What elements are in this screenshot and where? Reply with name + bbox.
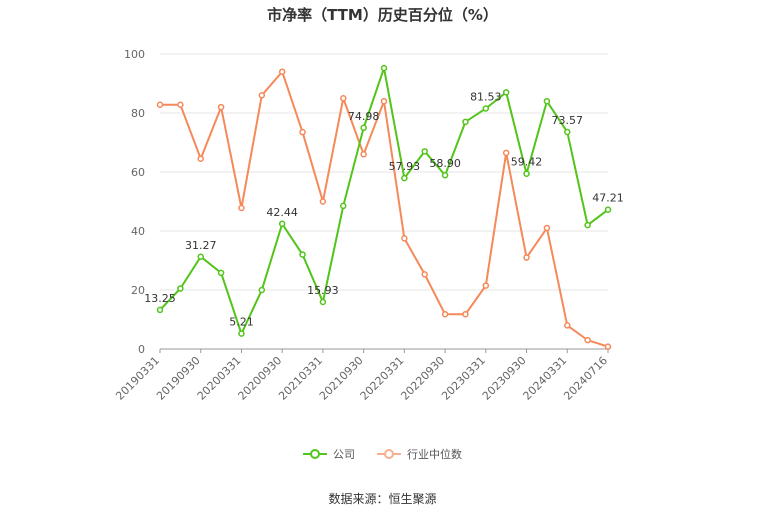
point-company (604, 206, 612, 213)
chart-title: 市净率（TTM）历史百分位（%） (267, 6, 498, 24)
y-tick-label: 80 (131, 107, 145, 120)
data-label: 5.21 (229, 316, 254, 329)
data-label: 73.57 (552, 114, 584, 127)
legend-company-label: 公司 (333, 448, 355, 461)
point-industry (543, 224, 551, 232)
data-label: 57.93 (389, 160, 421, 173)
point-industry (340, 95, 347, 102)
point-industry (360, 151, 367, 158)
point-industry (421, 271, 428, 278)
point-company (156, 306, 164, 314)
point-company (177, 285, 184, 292)
data-label: 31.27 (185, 239, 217, 252)
data-label: 47.21 (592, 192, 624, 205)
point-company (502, 89, 510, 96)
point-industry (380, 97, 388, 105)
y-tick-label: 60 (131, 166, 145, 179)
point-company (278, 220, 286, 228)
data-label: 13.25 (144, 292, 176, 305)
legend-industry-marker (377, 449, 401, 459)
point-company (584, 221, 591, 229)
point-industry (482, 282, 490, 289)
point-company (319, 298, 327, 306)
point-company (299, 251, 306, 258)
point-industry (238, 204, 245, 212)
point-industry (564, 322, 571, 329)
data-label: 81.53 (470, 90, 502, 103)
legend: 公司 行业中位数 (0, 446, 765, 462)
data-label-layer: 13.25 31.27 5.21 42.44 15.93 74.98 57.93 58.90 8… (144, 90, 624, 328)
legend-industry-label: 行业中位数 (407, 448, 462, 461)
data-label: 59.42 (511, 156, 543, 169)
point-company (217, 269, 225, 277)
point-industry (177, 101, 184, 108)
legend-item-company[interactable]: 公司 (303, 446, 355, 462)
y-tick-label: 20 (131, 284, 145, 297)
point-company (258, 286, 266, 294)
point-company (523, 170, 530, 177)
point-company (441, 171, 449, 179)
data-label: 58.90 (429, 157, 461, 170)
y-tick-label: 100 (124, 48, 145, 61)
source-note: 数据来源：恒生聚源 (328, 492, 437, 506)
point-industry (197, 155, 204, 162)
y-tick-label: 40 (131, 225, 145, 238)
point-company (564, 128, 571, 136)
point-company (462, 118, 469, 126)
point-industry (319, 198, 327, 205)
data-label: 42.44 (266, 206, 298, 219)
point-company (197, 253, 204, 261)
x-tick-label: 20240716 (561, 354, 610, 403)
point-industry (502, 149, 510, 157)
point-industry (584, 336, 591, 344)
y-tick-label: 0 (138, 343, 145, 356)
point-company (380, 64, 388, 72)
point-industry (604, 343, 612, 350)
point-industry (462, 310, 469, 318)
axis-layer: 0204060801002019033120190930202003312020… (113, 48, 610, 403)
point-industry (401, 235, 408, 242)
data-label: 15.93 (307, 284, 339, 297)
point-industry (523, 254, 530, 261)
point-company (482, 105, 490, 112)
point-company (238, 330, 245, 337)
point-industry (217, 103, 225, 111)
data-label: 74.98 (348, 110, 380, 123)
point-industry (258, 92, 266, 99)
point-industry (278, 68, 286, 75)
series-layer (156, 64, 612, 350)
point-industry (156, 101, 164, 108)
point-company (360, 124, 367, 132)
point-industry (299, 128, 306, 136)
point-company (543, 97, 551, 105)
legend-item-industry[interactable]: 行业中位数 (377, 446, 462, 462)
point-company (401, 174, 408, 182)
legend-company-marker (303, 449, 327, 459)
point-company (340, 202, 347, 210)
point-company (421, 148, 428, 155)
point-industry (441, 310, 449, 318)
